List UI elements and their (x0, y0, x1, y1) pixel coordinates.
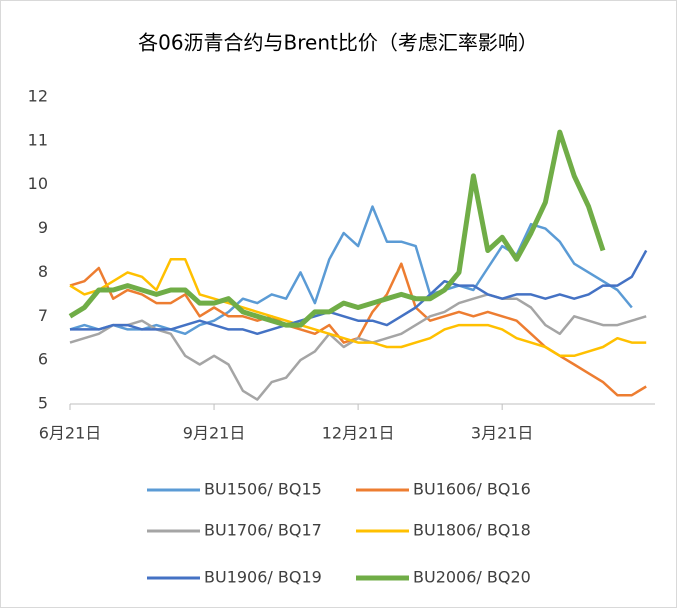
x-tick-label: 9月21日 (183, 424, 246, 443)
series-line (69, 293, 647, 401)
y-tick-label: 12 (28, 87, 48, 106)
legend-label: BU1806/ BQ18 (413, 521, 531, 540)
chart-title: 各06沥青合约与Brent比价（考虑汇率影响） (138, 31, 538, 55)
series-line (70, 249, 648, 336)
y-tick-label: 8 (38, 262, 48, 281)
legend-label: BU1606/ BQ16 (413, 480, 531, 499)
legend-label: BU1906/ BQ19 (204, 568, 322, 587)
x-tick-label: 3月21日 (471, 424, 534, 443)
y-tick-label: 7 (38, 306, 48, 325)
legend-label: BU2006/ BQ20 (413, 568, 531, 587)
x-tick-label: 6月21日 (39, 424, 102, 443)
legend-label: BU1706/ BQ17 (204, 521, 322, 540)
series-line (68, 129, 606, 328)
y-tick-label: 5 (38, 394, 48, 413)
series-line (69, 205, 633, 336)
y-tick-label: 11 (28, 130, 48, 149)
legend-label: BU1506/ BQ15 (204, 480, 322, 499)
series-line (69, 258, 647, 358)
y-tick-label: 10 (28, 174, 48, 193)
y-tick-label: 6 (38, 350, 48, 369)
y-tick-label: 9 (38, 218, 48, 237)
x-tick-label: 12月21日 (322, 424, 395, 443)
